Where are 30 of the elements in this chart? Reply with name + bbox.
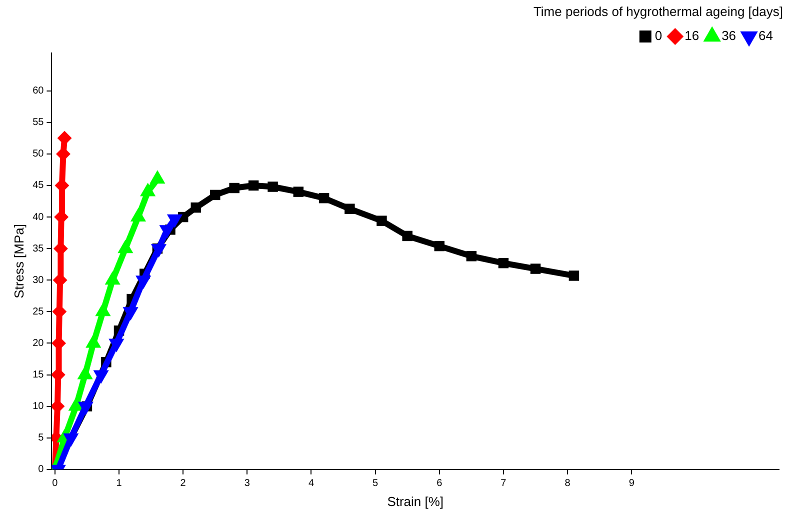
legend-title: Time periods of hygrothermal ageing [days] bbox=[533, 4, 783, 19]
y-tick-label: 0 bbox=[38, 464, 44, 476]
x-tick-label: 5 bbox=[372, 478, 379, 490]
y-tick-label: 40 bbox=[32, 212, 44, 223]
x-tick-label: 7 bbox=[500, 478, 507, 490]
x-tick-label: 2 bbox=[180, 478, 186, 490]
legend-label: 36 bbox=[722, 28, 736, 44]
legend-label: 0 bbox=[654, 28, 662, 44]
y-tick-label: 15 bbox=[32, 370, 44, 381]
legend-label: 64 bbox=[758, 28, 774, 44]
x-tick-label: 4 bbox=[308, 478, 314, 490]
x-axis-title: Strain [%] bbox=[387, 494, 444, 509]
y-tick-label: 35 bbox=[32, 243, 44, 254]
x-tick-label: 6 bbox=[436, 478, 443, 490]
y-tick-label: 45 bbox=[32, 180, 44, 192]
x-tick-label: 3 bbox=[244, 478, 250, 490]
y-axis-title: Stress [MPa] bbox=[11, 224, 26, 298]
y-tick-label: 10 bbox=[32, 401, 44, 412]
y-tick-label: 60 bbox=[32, 86, 44, 97]
y-tick-label: 30 bbox=[32, 274, 44, 286]
x-tick-label: 8 bbox=[564, 478, 571, 490]
legend-label: 16 bbox=[684, 28, 700, 44]
y-tick-label: 25 bbox=[32, 306, 44, 318]
y-tick-label: 50 bbox=[32, 148, 44, 160]
x-tick-label: 1 bbox=[116, 478, 122, 490]
y-tick-label: 55 bbox=[32, 117, 44, 128]
x-tick-label: 0 bbox=[52, 478, 58, 490]
x-tick-label: 9 bbox=[628, 478, 635, 490]
y-tick-label: 20 bbox=[32, 338, 44, 349]
y-tick-label: 5 bbox=[38, 432, 44, 444]
